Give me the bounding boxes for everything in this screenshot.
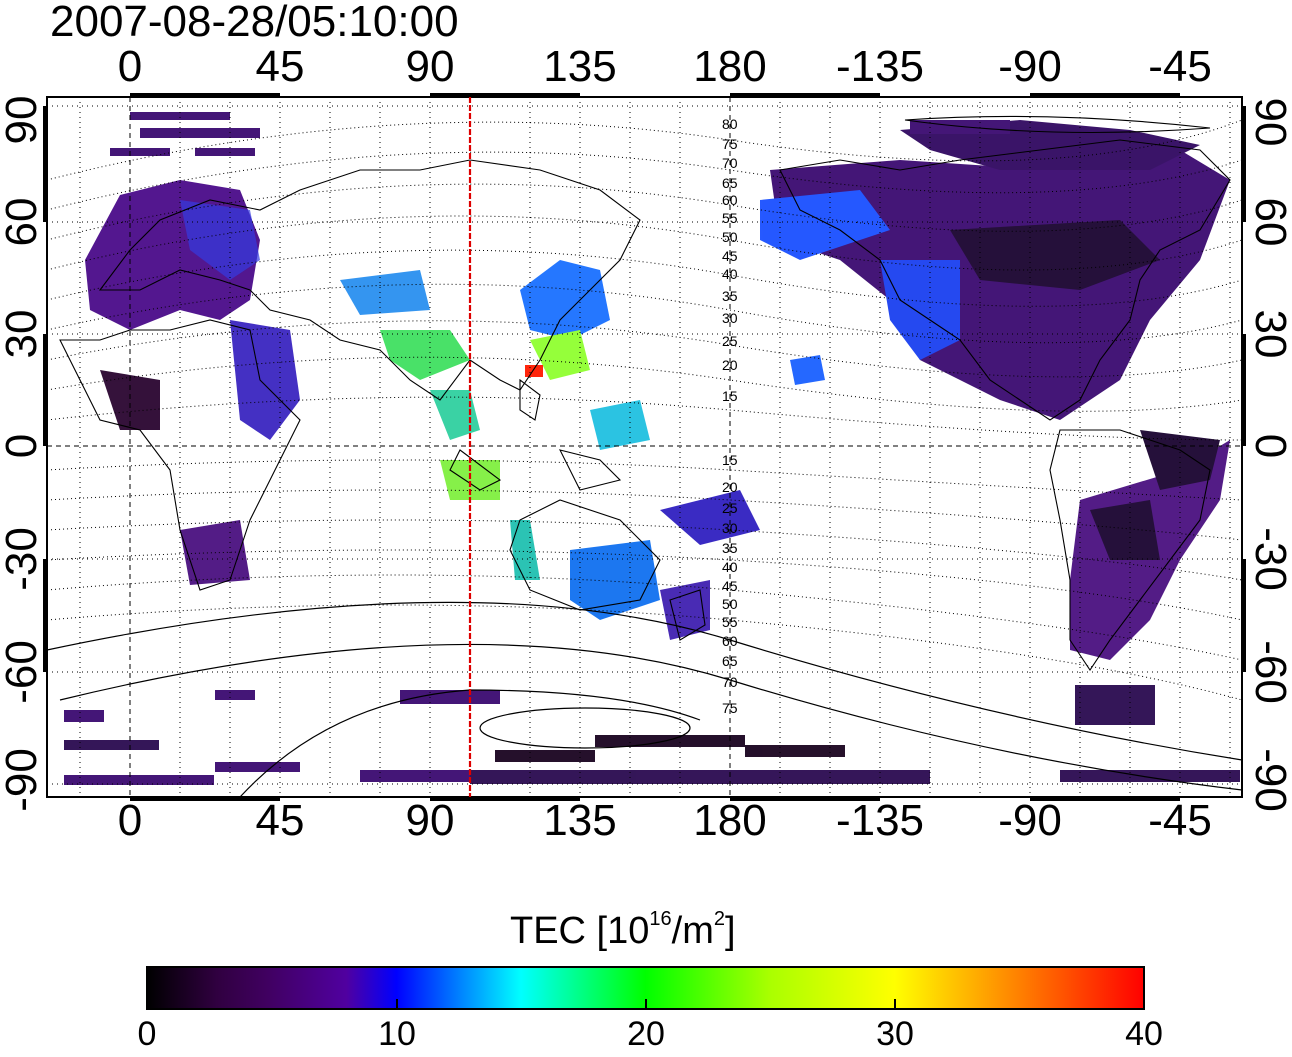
lat-tick-right: 90: [1246, 97, 1292, 147]
contour-label: 70: [722, 674, 738, 690]
colorbar-tick-label: 20: [627, 1015, 665, 1053]
lat-tick-left: 90: [0, 95, 46, 145]
contour-label: 75: [722, 700, 738, 716]
lat-tick-left: -60: [0, 640, 46, 704]
colorbar-title-main: TEC [10: [510, 910, 650, 952]
colorbar-tick-label: 40: [1125, 1015, 1163, 1053]
contour-label: 25: [722, 500, 738, 516]
colorbar-title-exp2: 2: [713, 908, 725, 930]
lon-tick-bottom: 0: [117, 796, 143, 845]
lon-tick-bottom: 135: [543, 796, 617, 845]
lon-tick-bottom: -45: [1148, 796, 1212, 845]
lon-tick-top: 0: [117, 42, 143, 91]
contour-label: 35: [722, 288, 738, 304]
lat-tick-right: -90: [1246, 748, 1292, 812]
lon-tick-top: -45: [1148, 42, 1212, 91]
timestamp: 2007-08-28/05:10:00: [50, 0, 459, 46]
lat-tick-left: -90: [0, 748, 46, 812]
contour-label: 75: [722, 136, 738, 152]
contour-label: 15: [722, 388, 738, 404]
contour-label: 20: [722, 357, 738, 373]
colorbar-tick-label: 0: [137, 1015, 157, 1053]
lon-tick-bottom: 90: [405, 796, 455, 845]
contour-label: 30: [722, 310, 738, 326]
lon-tick-top: 135: [543, 42, 617, 91]
lon-tick-top: 180: [693, 42, 767, 91]
frame-ticks: [43, 93, 1246, 801]
lat-tick-right: -30: [1246, 527, 1292, 591]
contour-label: 45: [722, 248, 738, 264]
colorbar-tick-label: 10: [378, 1015, 416, 1053]
lat-tick-right: -60: [1246, 640, 1292, 704]
contour-label: 55: [722, 614, 738, 630]
lat-tick-right: 30: [1246, 309, 1292, 359]
contour-label: 35: [722, 540, 738, 556]
contour-label: 50: [722, 229, 738, 245]
colorbar-title-mid: /m: [671, 910, 714, 952]
contour-label: 25: [722, 333, 738, 349]
contour-label: 45: [722, 578, 738, 594]
contour-label: 40: [722, 266, 738, 282]
contour-label: 65: [722, 653, 738, 669]
colorbar-tick-label: 30: [876, 1015, 914, 1053]
lon-tick-top: 45: [255, 42, 305, 91]
lon-tick-bottom: -90: [998, 796, 1062, 845]
lon-tick-top: 90: [405, 42, 455, 91]
contour-label: 30: [722, 520, 738, 536]
colorbar-title-end: ]: [724, 910, 736, 952]
colorbar-title: TEC [1016/m2]: [510, 908, 736, 954]
lat-tick-left: 30: [0, 309, 46, 359]
colorbar-title-exp1: 16: [649, 908, 672, 930]
contour-label: 60: [722, 192, 738, 208]
contour-label: 50: [722, 596, 738, 612]
contour-label: 15: [722, 452, 738, 468]
lat-tick-right: 60: [1246, 197, 1292, 247]
magnetic-contours: [46, 119, 1243, 701]
lon-tick-bottom: -135: [835, 796, 925, 845]
lat-tick-left: -30: [0, 527, 46, 591]
contour-label: 60: [722, 633, 738, 649]
lon-tick-bottom: 180: [693, 796, 767, 845]
lat-tick-right: 0: [1246, 433, 1292, 459]
contour-label: 55: [722, 210, 738, 226]
contour-label: 40: [722, 559, 738, 575]
lat-tick-left: 60: [0, 197, 46, 247]
coastlines: [59, 115, 1231, 671]
contour-label: 80: [722, 116, 738, 132]
lon-tick-bottom: 45: [255, 796, 305, 845]
contour-label: 20: [722, 479, 738, 495]
graticule: [47, 97, 1242, 797]
lon-tick-top: -90: [998, 42, 1062, 91]
contour-label: 65: [722, 175, 738, 191]
colorbar-ticks: [396, 999, 896, 1009]
contour-label: 70: [722, 155, 738, 171]
lat-tick-left: 0: [0, 433, 46, 459]
lon-tick-top: -135: [835, 42, 925, 91]
